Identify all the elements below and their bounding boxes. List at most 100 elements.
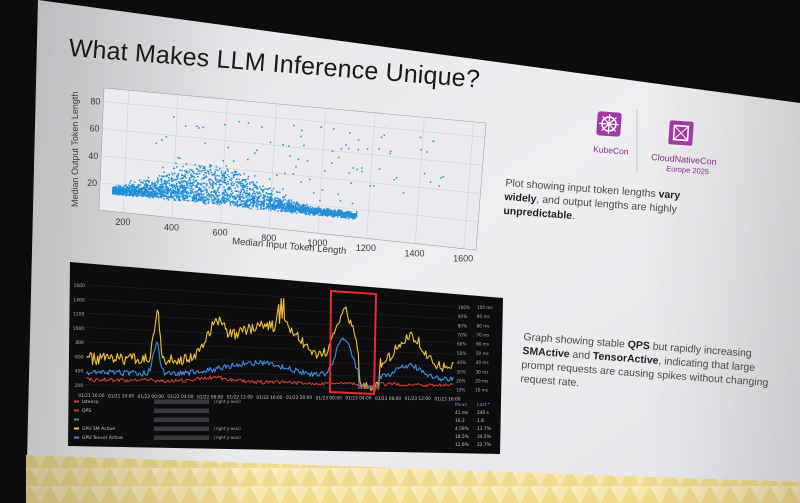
scatter-point bbox=[242, 200, 245, 202]
scatter-point bbox=[290, 199, 293, 201]
scatter-point bbox=[284, 199, 287, 201]
scatter-point bbox=[256, 191, 258, 193]
scatter-point bbox=[289, 210, 291, 213]
scatter-point bbox=[180, 195, 182, 198]
scatter-point bbox=[423, 172, 426, 175]
scatter-point bbox=[192, 199, 195, 202]
scatter-point bbox=[148, 196, 151, 199]
scatter-point bbox=[236, 178, 238, 181]
scatter-point bbox=[183, 187, 185, 190]
legend-item[interactable]: QPS bbox=[74, 408, 209, 414]
legend-item[interactable]: GPU SM Active (right y-axis) bbox=[74, 426, 241, 432]
scatter-point bbox=[229, 195, 231, 198]
scatter-point bbox=[335, 214, 338, 216]
scatter-point bbox=[223, 180, 226, 182]
scatter-point bbox=[273, 204, 275, 206]
scatter-point bbox=[253, 175, 256, 177]
scatter-point bbox=[232, 201, 234, 203]
scatter-point bbox=[209, 164, 211, 166]
scatter-point bbox=[137, 192, 140, 194]
scatter-point bbox=[262, 202, 265, 204]
scatter-point bbox=[259, 207, 262, 210]
scatter-point bbox=[232, 160, 235, 162]
scatter-point bbox=[282, 207, 285, 210]
scatter-point bbox=[188, 185, 191, 187]
scatter-point bbox=[338, 211, 340, 213]
stats-header[interactable]: Last * bbox=[477, 402, 491, 408]
scatter-point bbox=[266, 203, 268, 205]
legend-item[interactable] bbox=[74, 417, 209, 423]
scatter-point bbox=[173, 190, 175, 192]
scatter-point bbox=[157, 179, 160, 182]
scatter-point bbox=[181, 173, 183, 176]
scatter-point bbox=[155, 186, 158, 189]
scatter-point bbox=[172, 190, 175, 192]
legend-item[interactable]: GPU Tensor Active (right y-axis) bbox=[74, 435, 241, 441]
scatter-point bbox=[112, 189, 114, 192]
scatter-point bbox=[145, 190, 148, 192]
scatter-point bbox=[246, 200, 248, 203]
scatter-point bbox=[154, 184, 157, 187]
scatter-point bbox=[181, 192, 184, 194]
scatter-point bbox=[168, 182, 170, 185]
scatter-point bbox=[131, 183, 133, 186]
scatter-point bbox=[197, 193, 199, 196]
scatter-point bbox=[321, 210, 323, 213]
scatter-point bbox=[159, 192, 161, 194]
scatter-point bbox=[348, 213, 351, 216]
scatter-point bbox=[227, 180, 229, 183]
scatter-point bbox=[351, 216, 354, 219]
scatter-point bbox=[325, 211, 327, 214]
scatter-point bbox=[289, 202, 291, 205]
scatter-point bbox=[232, 174, 235, 177]
scatter-point bbox=[313, 210, 315, 213]
scatter-point bbox=[280, 201, 283, 204]
stats-header[interactable]: Mean bbox=[455, 402, 467, 408]
scatter-point bbox=[419, 136, 422, 139]
scatter-point bbox=[268, 193, 270, 195]
scatter-point bbox=[189, 189, 192, 192]
scatter-point bbox=[197, 168, 199, 171]
scatter-point bbox=[112, 188, 114, 191]
scatter-point bbox=[191, 187, 193, 189]
scatter-point bbox=[155, 190, 157, 192]
scatter-point bbox=[438, 185, 441, 187]
scatter-point bbox=[115, 193, 117, 195]
scatter-point bbox=[218, 183, 221, 186]
scatter-point bbox=[197, 182, 200, 185]
scatter-point bbox=[260, 189, 263, 191]
scatter-point bbox=[275, 197, 277, 199]
legend-item[interactable]: latency (right y-axis) bbox=[74, 399, 241, 405]
scatter-point bbox=[161, 187, 163, 189]
scatter-point bbox=[133, 194, 135, 196]
scatter-point bbox=[256, 149, 258, 152]
scatter-point bbox=[144, 183, 147, 185]
scatter-point bbox=[257, 192, 260, 195]
scatter-point bbox=[293, 201, 295, 204]
scatter-point bbox=[123, 190, 126, 192]
stats-cell: 18.5% bbox=[455, 434, 469, 440]
scatter-point bbox=[312, 214, 315, 216]
scatter-point bbox=[238, 196, 240, 199]
scatter-point bbox=[166, 193, 169, 195]
scatter-point bbox=[271, 204, 273, 207]
scatter-point bbox=[160, 192, 162, 194]
scatter-point bbox=[251, 193, 254, 195]
scatter-point bbox=[199, 183, 202, 185]
scatter-point bbox=[165, 136, 168, 138]
scatter-point bbox=[288, 200, 291, 203]
scatter-point bbox=[115, 191, 118, 194]
scatter-point bbox=[331, 215, 333, 218]
scatter-point bbox=[166, 192, 169, 194]
scatter-point bbox=[172, 191, 174, 193]
scatter-point bbox=[181, 191, 184, 193]
scatter-x-gridline bbox=[414, 117, 425, 244]
scatter-point bbox=[248, 193, 251, 196]
scatter-point bbox=[329, 213, 331, 216]
scatter-point bbox=[182, 197, 184, 200]
scatter-point bbox=[298, 210, 300, 213]
scatter-point bbox=[321, 212, 323, 215]
scatter-point bbox=[212, 185, 214, 188]
scatter-point bbox=[226, 193, 229, 195]
scatter-point bbox=[195, 173, 198, 175]
